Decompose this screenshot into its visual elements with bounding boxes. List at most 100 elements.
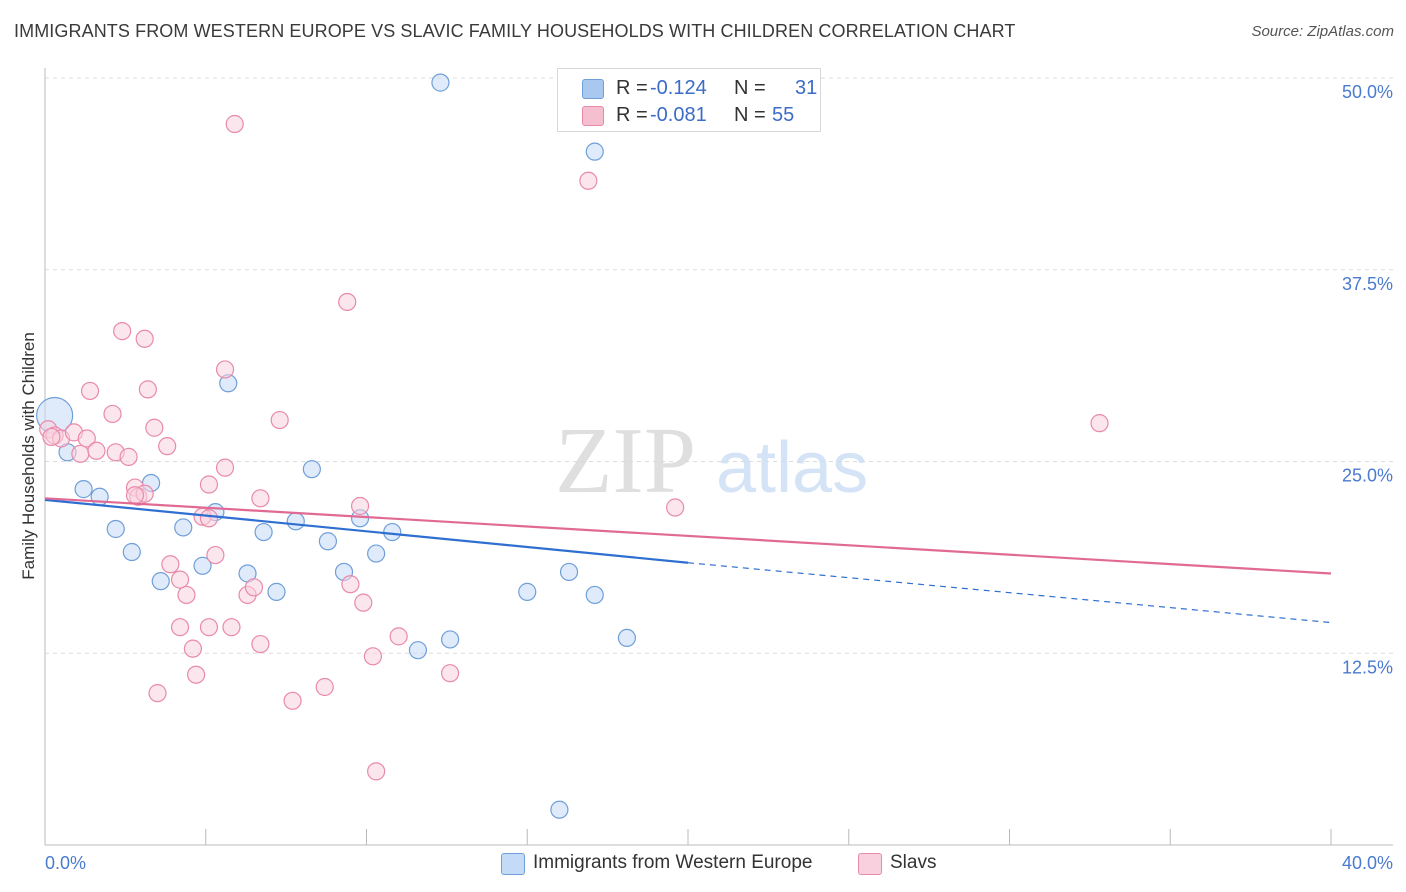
- bottom-legend-swatch-slavs: [858, 853, 882, 875]
- point-western-europe: [550, 800, 569, 819]
- point-slavs: [283, 691, 302, 710]
- point-slavs: [183, 639, 202, 658]
- source-label: Source: ZipAtlas.com: [1251, 23, 1394, 40]
- point-slavs: [440, 664, 460, 683]
- point-slavs: [270, 410, 289, 430]
- point-western-europe: [585, 142, 604, 161]
- legend-n-value: 55: [772, 104, 795, 126]
- point-western-europe: [302, 460, 321, 479]
- point-slavs: [161, 555, 180, 574]
- point-western-europe: [559, 562, 579, 582]
- point-slavs: [125, 486, 145, 505]
- point-slavs: [222, 618, 241, 637]
- point-slavs: [138, 380, 157, 399]
- point-slavs: [199, 475, 219, 494]
- trend-line-slavs: [44, 497, 1332, 575]
- point-western-europe: [74, 480, 93, 499]
- correlation-legend: R = -0.124 N = 31 R = -0.081 N = 55: [557, 68, 821, 132]
- watermark-atlas: atlas: [716, 428, 868, 508]
- trend-line-western-europe: [44, 498, 689, 564]
- point-western-europe: [151, 572, 170, 591]
- point-slavs: [119, 447, 138, 466]
- point-slavs: [350, 496, 370, 516]
- legend-r-value: -0.124: [650, 77, 707, 99]
- point-western-europe: [254, 522, 273, 542]
- point-slavs: [225, 114, 244, 134]
- point-slavs: [148, 684, 167, 703]
- point-western-europe: [617, 628, 637, 648]
- point-slavs: [1090, 414, 1109, 433]
- point-western-europe: [286, 512, 305, 531]
- point-slavs: [145, 418, 164, 437]
- data-points: [36, 73, 1109, 819]
- point-slavs: [389, 627, 408, 646]
- legend-swatch-western-europe: [582, 79, 604, 99]
- point-slavs: [71, 444, 90, 463]
- point-slavs: [251, 489, 270, 508]
- point-slavs: [170, 570, 190, 589]
- point-slavs: [42, 427, 61, 447]
- point-western-europe: [267, 582, 286, 601]
- tick-labels: 12.5% 25.0% 37.5% 50.0% 0.0% 40.0%: [45, 82, 1393, 873]
- chart-title: IMMIGRANTS FROM WESTERN EUROPE VS SLAVIC…: [14, 21, 1016, 41]
- point-slavs: [206, 545, 225, 565]
- point-western-europe: [174, 518, 193, 537]
- point-western-europe: [122, 542, 141, 562]
- point-slavs: [244, 578, 264, 597]
- bottom-legend-swatch-western-europe: [501, 853, 525, 875]
- legend-r-label: R =: [616, 77, 648, 99]
- point-slavs: [666, 498, 685, 517]
- legend-n-value: 31: [795, 77, 818, 99]
- point-slavs: [579, 171, 598, 190]
- point-slavs: [158, 437, 177, 456]
- y-tick-label: 50.0%: [1342, 82, 1393, 102]
- gridlines: [45, 77, 1393, 654]
- point-slavs: [170, 618, 190, 637]
- point-slavs: [363, 647, 383, 666]
- point-western-europe: [431, 73, 450, 92]
- point-slavs: [103, 404, 122, 424]
- watermark-zip: ZIP: [555, 409, 696, 513]
- legend-r-value: -0.081: [650, 104, 707, 126]
- point-western-europe: [367, 544, 386, 563]
- point-slavs: [87, 441, 106, 460]
- x-tick-label: 40.0%: [1342, 853, 1393, 873]
- y-tick-label: 37.5%: [1342, 274, 1393, 294]
- trend-lines: [44, 497, 1332, 624]
- point-slavs: [80, 381, 100, 401]
- legend-r-label: R =: [616, 104, 648, 126]
- trend-line-extension-western-europe: [687, 562, 1332, 624]
- point-slavs: [187, 665, 206, 684]
- point-slavs: [177, 585, 196, 605]
- point-slavs: [341, 575, 360, 594]
- point-slavs: [215, 458, 235, 477]
- point-western-europe: [106, 519, 125, 539]
- point-western-europe: [518, 582, 537, 601]
- point-western-europe: [318, 532, 338, 551]
- x-tick-label: 0.0%: [45, 853, 86, 873]
- point-slavs: [315, 677, 334, 697]
- point-slavs: [367, 762, 386, 781]
- y-tick-label: 12.5%: [1342, 657, 1393, 677]
- point-slavs: [215, 360, 235, 379]
- bottom-legend-label: Immigrants from Western Europe: [533, 852, 813, 873]
- y-tick-label: 25.0%: [1342, 466, 1393, 486]
- legend-n-label: N =: [734, 104, 766, 126]
- legend-swatch-slavs: [582, 106, 604, 126]
- point-western-europe: [585, 585, 604, 605]
- point-western-europe: [440, 630, 460, 649]
- point-slavs: [251, 634, 270, 654]
- point-western-europe: [408, 641, 428, 660]
- point-slavs: [199, 509, 219, 528]
- point-slavs: [77, 429, 96, 448]
- point-slavs: [338, 292, 357, 312]
- legend-n-label: N =: [734, 77, 766, 99]
- bottom-legend-label: Slavs: [890, 852, 937, 873]
- point-slavs: [113, 322, 132, 341]
- axes: [44, 68, 1393, 846]
- point-slavs: [135, 329, 154, 348]
- point-western-europe: [383, 522, 402, 542]
- point-slavs: [354, 593, 373, 612]
- point-slavs: [199, 618, 219, 637]
